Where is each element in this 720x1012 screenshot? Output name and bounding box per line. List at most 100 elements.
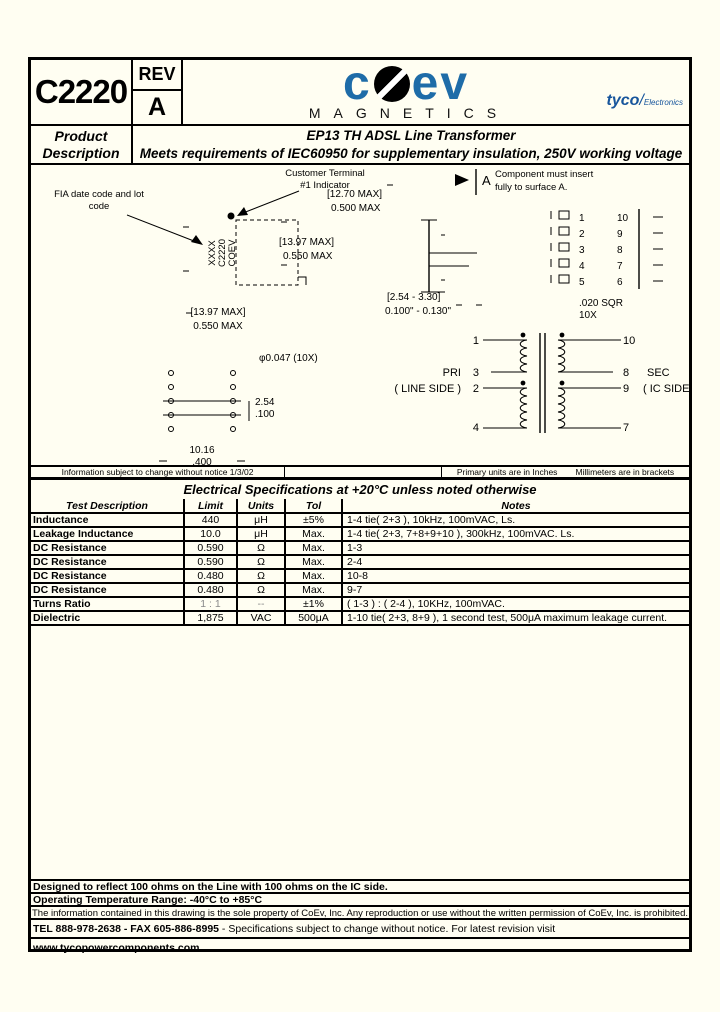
tyco-slash: / [639,92,644,109]
fia-arrow [126,214,203,245]
change-notice: Information subject to change without no… [31,467,285,477]
component-note-line2: fully to surface A. [495,182,567,193]
col-units: Units [237,499,286,514]
fia-callout-line1: FIA date code and lot [54,189,144,200]
schematic-pri-label: PRI [443,367,461,379]
dim-right-mm: [13.97 MAX] [279,237,334,248]
schematic-pin-8: 8 [623,367,629,379]
customer-terminal-line2: #1 Indicator [300,180,350,191]
pin-number-4: 4 [579,261,585,272]
units-note: Primary units are in Inches Millimeters … [442,467,689,477]
schematic-pin-9: 9 [623,383,629,395]
drawing-footer-strip: Information subject to change without no… [31,465,689,477]
table-row: DC Resistance 0.480 Ω Max. 9-7 [31,582,689,598]
pin-grid [550,209,663,289]
hole-diameter-label: φ0.047 (10X) [259,353,318,364]
strip-spacer [285,467,442,477]
pitch-mm: 2.54 [255,397,275,408]
component-note-line1: Component must insert [495,169,594,180]
spec-desc: Dielectric [31,610,185,626]
pin-number-10: 10 [617,213,629,224]
pitch-in: .100 [255,409,275,420]
schematic-pin-2: 2 [473,383,479,395]
pin-length-mm: [2.54 - 3.30] [387,292,441,303]
spec-table-title: Electrical Specifications at +20°C unles… [183,482,537,497]
spec-limit: 1,875 [184,610,238,626]
coev-wordmark: c ev [343,56,470,110]
coev-letters-ev: ev [411,56,470,110]
table-row: Turns Ratio 1 : 1 -- ±1% ( 1-3 ) : ( 2-4… [31,596,689,612]
spec-notes: 1-3 [342,540,689,556]
spec-tol: ±1% [285,596,343,612]
title-block: C2220 REV A c ev MAGNETICS tyco/Electroni… [31,56,689,126]
spec-desc: DC Resistance [31,540,185,556]
dim-bottom-in: 0.550 MAX [193,321,243,332]
tyco-electronics-label: Electronics [643,98,683,107]
schematic-pin-4: 4 [473,422,479,434]
schematic-pin-3: 3 [473,367,479,379]
schematic-ic-side-label: ( IC SIDE ) [643,383,689,395]
contact-row: TEL 888-978-2638 - FAX 605-886-8995 - Sp… [31,918,689,954]
pin-number-7: 7 [617,261,623,272]
spec-notes: 9-7 [342,582,689,598]
spec-tol: Max. [285,568,343,584]
pin-number-3: 3 [579,245,585,256]
spec-notes: 1-4 tie( 2+3 ), 10kHz, 100mVAC, Ls. [342,512,689,528]
hole-pattern [159,370,250,462]
pin-length-in: 0.100" - 0.130" [385,306,451,317]
magnetics-label: MAGNETICS [308,104,510,121]
bottom-spacer-row [31,937,689,949]
rev-value: A [147,93,167,121]
temperature-range-note: Operating Temperature Range: -40°C to +8… [31,892,689,906]
table-row: Dielectric 1,875 VAC 500μA 1-10 tie( 2+3… [31,610,689,626]
pin-number-8: 8 [617,245,623,256]
rev-label: REV [133,60,181,91]
spec-limit: 10.0 [184,526,238,542]
spec-units: Ω [237,568,286,584]
col-test-description: Test Description [31,499,185,514]
product-label-line2: Description [42,144,120,161]
marking-xxxx: XXXX [207,240,218,266]
customer-terminal-line1: Customer Terminal [285,168,365,179]
product-description-row: Product Description EP13 TH ADSL Line Tr… [31,126,689,165]
col-limit: Limit [184,499,238,514]
surface-a-flag [455,169,477,195]
spec-units: -- [237,596,286,612]
spec-units: Ω [237,582,286,598]
tyco-logo: tyco/Electronics [607,92,683,110]
spec-tol: Max. [285,540,343,556]
spec-units: μH [237,526,286,542]
design-note: Designed to reflect 100 ohms on the Line… [31,879,689,893]
table-row: Inductance 440 μH ±5% 1-4 tie( 2+3 ), 10… [31,512,689,528]
col-notes: Notes [342,499,689,514]
marking-c2220: C2220 [217,239,228,267]
spec-units: Ω [237,554,286,570]
spec-limit: 440 [184,512,238,528]
table-row: Leakage Inductance 10.0 μH Max. 1-4 tie(… [31,526,689,542]
units-note-inches: Primary units are in Inches [456,467,558,477]
blank-region [31,626,689,879]
schematic-transformer [483,332,621,433]
revision-block: REV A [133,60,183,124]
spec-units: μH [237,512,286,528]
spec-limit: 1 : 1 [184,596,238,612]
col-tol: Tol [285,499,343,514]
schematic-pin-7: 7 [623,422,629,434]
website-url: www.tycopowercomponents.com [33,942,200,954]
dim-top-mm: [12.70 MAX] [327,189,382,200]
dim-right-in: 0.550 MAX [283,251,333,262]
coev-globe-icon [373,65,410,102]
spec-desc: Leakage Inductance [31,526,185,542]
pin-square-dim: .020 SQR [579,298,623,309]
product-label-line1: Product [54,127,108,144]
package-marking: XXXX C2220 COEV [207,239,238,267]
logo-cell: c ev MAGNETICS tyco/Electronics [183,56,689,124]
product-title: EP13 TH ADSL Line Transformer [306,127,516,143]
contact-middle-text: - Specifications subject to change witho… [219,923,556,935]
spec-desc: Turns Ratio [31,596,185,612]
flag-a-label: A [482,173,491,188]
top-view-outline [183,212,307,314]
spec-tol: 500μA [285,610,343,626]
table-row: DC Resistance 0.480 Ω Max. 10-8 [31,568,689,584]
